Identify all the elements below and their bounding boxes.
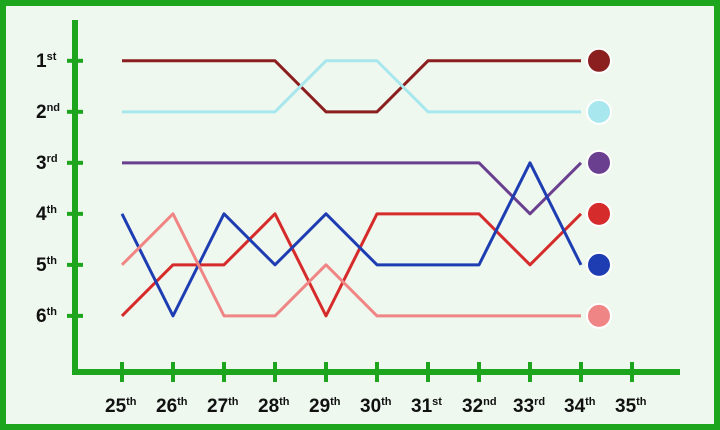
y-tick-label: 6th [36,306,57,327]
y-tick-label: 1st [36,51,57,72]
x-tick-label: 25th [105,396,137,417]
y-tick-label: 5th [36,255,57,276]
x-tick-label: 29th [309,396,341,417]
team-badge [586,251,612,278]
x-tick-label: 26th [156,396,188,417]
x-tick-label: 32nd [462,396,497,417]
y-tick-label: 4th [36,204,57,225]
y-tick-label: 3rd [36,153,58,174]
team-badge [586,47,612,74]
team-badge [586,98,612,125]
x-tick-label: 34th [564,396,596,417]
team-badge [586,149,612,176]
team-badge [586,200,612,227]
team-badge [586,302,612,329]
x-tick-label: 31st [411,396,442,417]
x-tick-label: 28th [258,396,290,417]
y-tick-label: 2nd [36,102,60,123]
x-tick-label: 33rd [513,396,545,417]
x-tick-label: 30th [360,396,392,417]
series-line [122,59,581,114]
x-tick-label: 27th [207,396,239,417]
series-line [122,161,583,216]
x-tick-label: 35th [615,396,647,417]
series-line [122,59,581,114]
series-line [120,212,581,318]
